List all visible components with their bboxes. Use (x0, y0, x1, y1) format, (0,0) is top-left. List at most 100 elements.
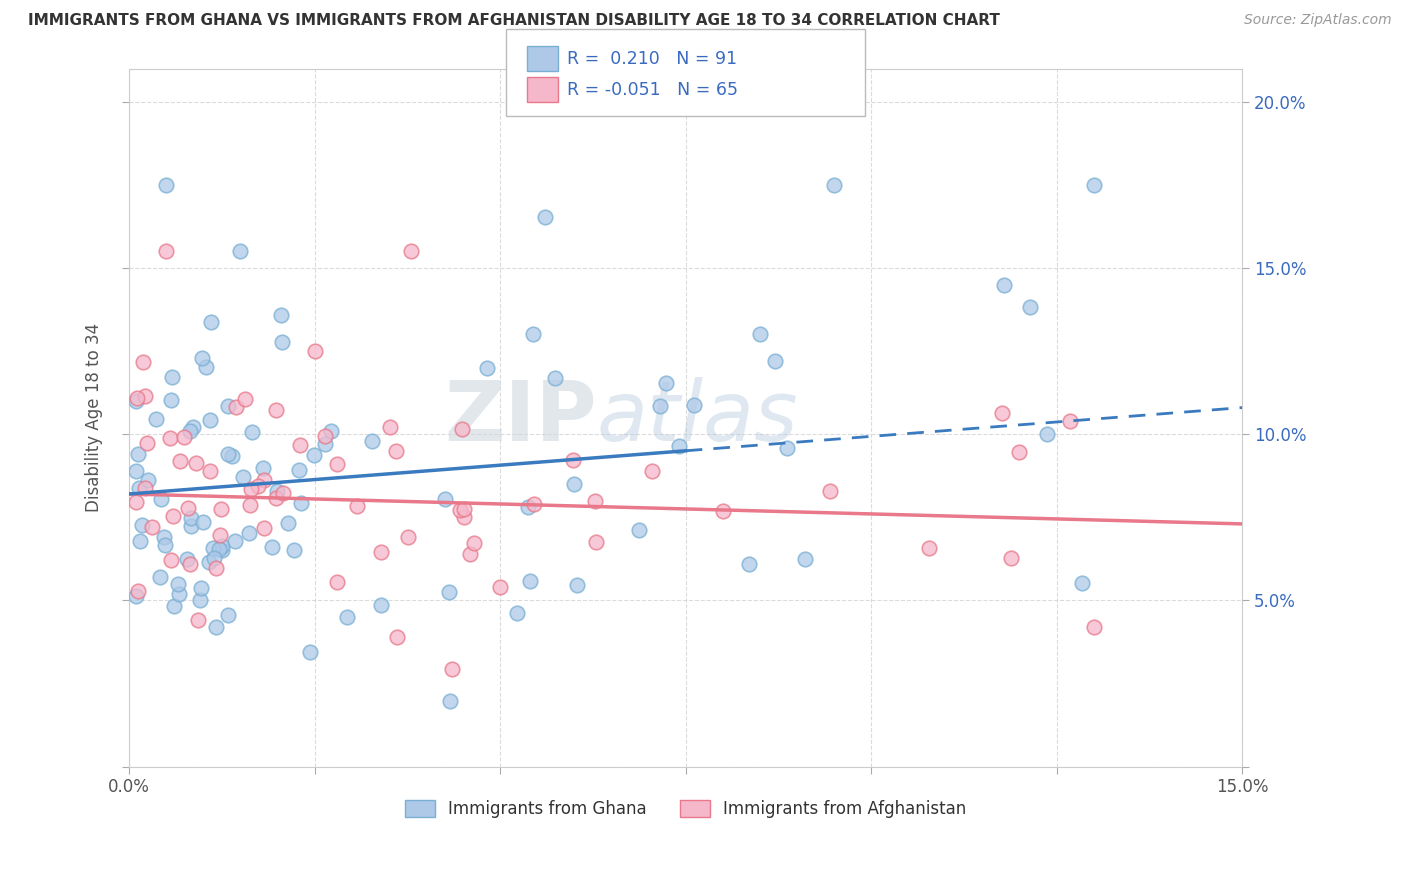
Point (232, 469, 254, 483)
Point (134, 481, 156, 495)
Point (136, 473, 159, 487)
Point (335, 610, 357, 624)
Point (240, 482, 263, 496)
Text: ZIP: ZIP (444, 377, 596, 458)
Point (155, 178, 177, 192)
Point (823, 178, 845, 192)
Point (321, 424, 343, 438)
Point (187, 613, 209, 627)
Point (127, 584, 149, 599)
Point (314, 429, 336, 443)
Text: R =  0.210   N = 91: R = 0.210 N = 91 (567, 50, 737, 68)
Point (793, 552, 815, 566)
Point (198, 556, 221, 570)
Text: atlas: atlas (596, 377, 799, 458)
Point (191, 351, 214, 366)
Point (439, 694, 461, 708)
Point (193, 516, 215, 530)
Point (453, 501, 475, 516)
Point (682, 398, 704, 412)
Point (247, 479, 270, 493)
Point (208, 528, 231, 542)
Point (266, 491, 288, 505)
Point (993, 277, 1015, 292)
Point (533, 211, 555, 225)
Point (776, 441, 799, 455)
Point (326, 574, 349, 589)
Point (177, 500, 200, 515)
Point (128, 481, 150, 495)
Text: R = -0.051   N = 65: R = -0.051 N = 65 (567, 80, 738, 98)
Point (270, 308, 292, 322)
Point (378, 420, 401, 434)
Point (128, 534, 150, 549)
Point (132, 355, 155, 369)
Point (523, 497, 546, 511)
Point (763, 354, 786, 368)
Point (463, 535, 485, 549)
Point (162, 508, 184, 523)
Point (221, 449, 243, 463)
Point (179, 425, 201, 439)
Point (224, 534, 246, 549)
Point (202, 551, 225, 566)
Point (253, 521, 276, 535)
Point (160, 552, 183, 566)
Point (627, 524, 650, 538)
Point (180, 519, 202, 533)
Point (176, 552, 198, 566)
Point (252, 474, 274, 488)
Point (565, 578, 588, 592)
Point (641, 464, 664, 478)
Point (200, 315, 222, 329)
Point (385, 630, 408, 644)
Point (585, 535, 607, 549)
Point (127, 447, 149, 461)
Point (440, 662, 463, 676)
Point (290, 438, 312, 452)
Point (202, 541, 225, 555)
Point (131, 517, 153, 532)
Point (198, 464, 221, 478)
Point (153, 530, 176, 544)
Point (711, 504, 734, 518)
Point (519, 574, 541, 588)
Point (211, 539, 233, 553)
Point (304, 448, 326, 462)
Point (1070, 575, 1092, 590)
Point (225, 400, 247, 414)
Point (239, 498, 262, 512)
Point (346, 499, 368, 513)
Point (134, 389, 156, 403)
Point (326, 457, 349, 471)
Point (238, 526, 260, 541)
Point (370, 599, 392, 613)
Point (204, 620, 226, 634)
Point (648, 399, 671, 413)
Point (655, 376, 678, 390)
Point (522, 327, 544, 342)
Point (262, 540, 284, 554)
Point (304, 344, 326, 359)
Point (217, 399, 239, 413)
Point (271, 334, 294, 349)
Point (173, 430, 195, 444)
Point (562, 477, 585, 491)
Point (205, 561, 228, 575)
Point (668, 439, 690, 453)
Text: Source: ZipAtlas.com: Source: ZipAtlas.com (1244, 13, 1392, 28)
Point (180, 511, 202, 525)
Point (453, 509, 475, 524)
Point (544, 371, 567, 385)
Point (190, 581, 212, 595)
Point (125, 391, 148, 405)
Point (271, 485, 294, 500)
Point (145, 411, 167, 425)
Point (991, 406, 1014, 420)
Point (169, 454, 191, 468)
Point (217, 447, 239, 461)
Point (125, 589, 148, 603)
Point (449, 503, 471, 517)
Point (211, 543, 233, 558)
Point (125, 495, 148, 509)
